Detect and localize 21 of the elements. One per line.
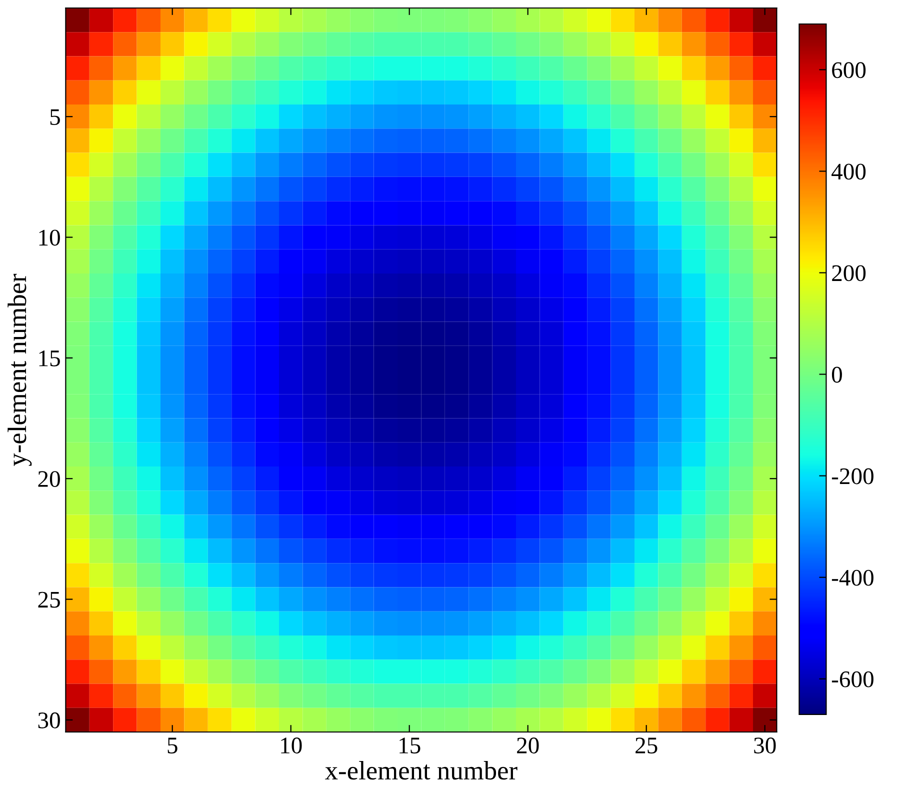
y-tick-label: 15: [39, 350, 60, 366]
x-axis-title: x-element number: [325, 761, 518, 780]
y-tick-label: 20: [38, 471, 60, 488]
x-tick-label: 15: [400, 738, 420, 754]
y-axis-title: y-element number: [8, 274, 32, 466]
color-bar-label: -600: [832, 671, 874, 688]
x-tick-label: 5: [168, 738, 178, 754]
color-bar-label: -200: [832, 468, 874, 484]
y-tick-label: 30: [38, 712, 60, 728]
color-bar-label: 400: [832, 164, 866, 180]
y-tick-label: 5: [50, 109, 60, 126]
x-tick-label: 10: [281, 738, 302, 754]
y-tick-label: 25: [38, 592, 60, 608]
x-tick-label: 25: [636, 738, 658, 754]
y-tick-label: 10: [39, 230, 60, 246]
color-bar-label: 600: [832, 62, 866, 78]
color-bar-label: 0: [832, 366, 842, 383]
color-bar-label: 200: [832, 265, 866, 282]
x-tick-label: 20: [517, 738, 539, 754]
color-bar-label: -400: [832, 570, 874, 586]
x-tick-label: 30: [754, 738, 776, 754]
